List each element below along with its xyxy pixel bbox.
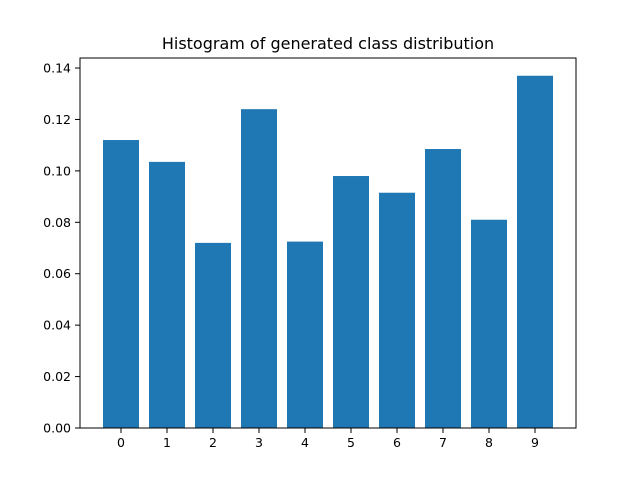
bar-7 [425, 149, 461, 428]
x-tick-label-9: 9 [531, 435, 539, 450]
x-tick-label-0: 0 [117, 435, 125, 450]
bar-9 [517, 75, 553, 428]
x-tick-label-4: 4 [301, 435, 309, 450]
y-tick-label-0.12: 0.12 [43, 112, 71, 127]
x-tick-label-7: 7 [439, 435, 447, 450]
x-tick-label-6: 6 [393, 435, 401, 450]
x-tick-label-2: 2 [209, 435, 217, 450]
x-tick-label-3: 3 [255, 435, 263, 450]
y-tick-label-0.04: 0.04 [43, 318, 71, 333]
bar-4 [287, 241, 323, 428]
y-tick-label-0.08: 0.08 [43, 215, 71, 230]
bar-3 [241, 109, 277, 428]
bars-layer [103, 75, 553, 429]
x-tick-label-1: 1 [163, 435, 171, 450]
y-tick-label-0.06: 0.06 [43, 266, 71, 281]
bar-5 [333, 176, 369, 428]
x-tick-label-5: 5 [347, 435, 355, 450]
bar-6 [379, 192, 415, 428]
y-tick-label-0.14: 0.14 [43, 61, 71, 76]
x-tick-label-8: 8 [485, 435, 493, 450]
y-axis-ticks: 0.00 0.02 0.04 0.06 0.08 0.10 0.12 0.14 [43, 61, 80, 436]
bar-8 [471, 219, 507, 428]
bar-0 [103, 140, 139, 429]
y-tick-label-0.02: 0.02 [43, 369, 71, 384]
y-tick-label-0.00: 0.00 [43, 421, 71, 436]
y-tick-label-0.10: 0.10 [43, 163, 71, 178]
x-axis-ticks: 0 1 2 3 4 5 6 7 8 9 [117, 428, 539, 450]
plot-frame [79, 57, 577, 429]
chart-title: Histogram of generated class distributio… [162, 34, 494, 53]
bar-2 [195, 242, 231, 428]
bar-1 [149, 161, 185, 428]
